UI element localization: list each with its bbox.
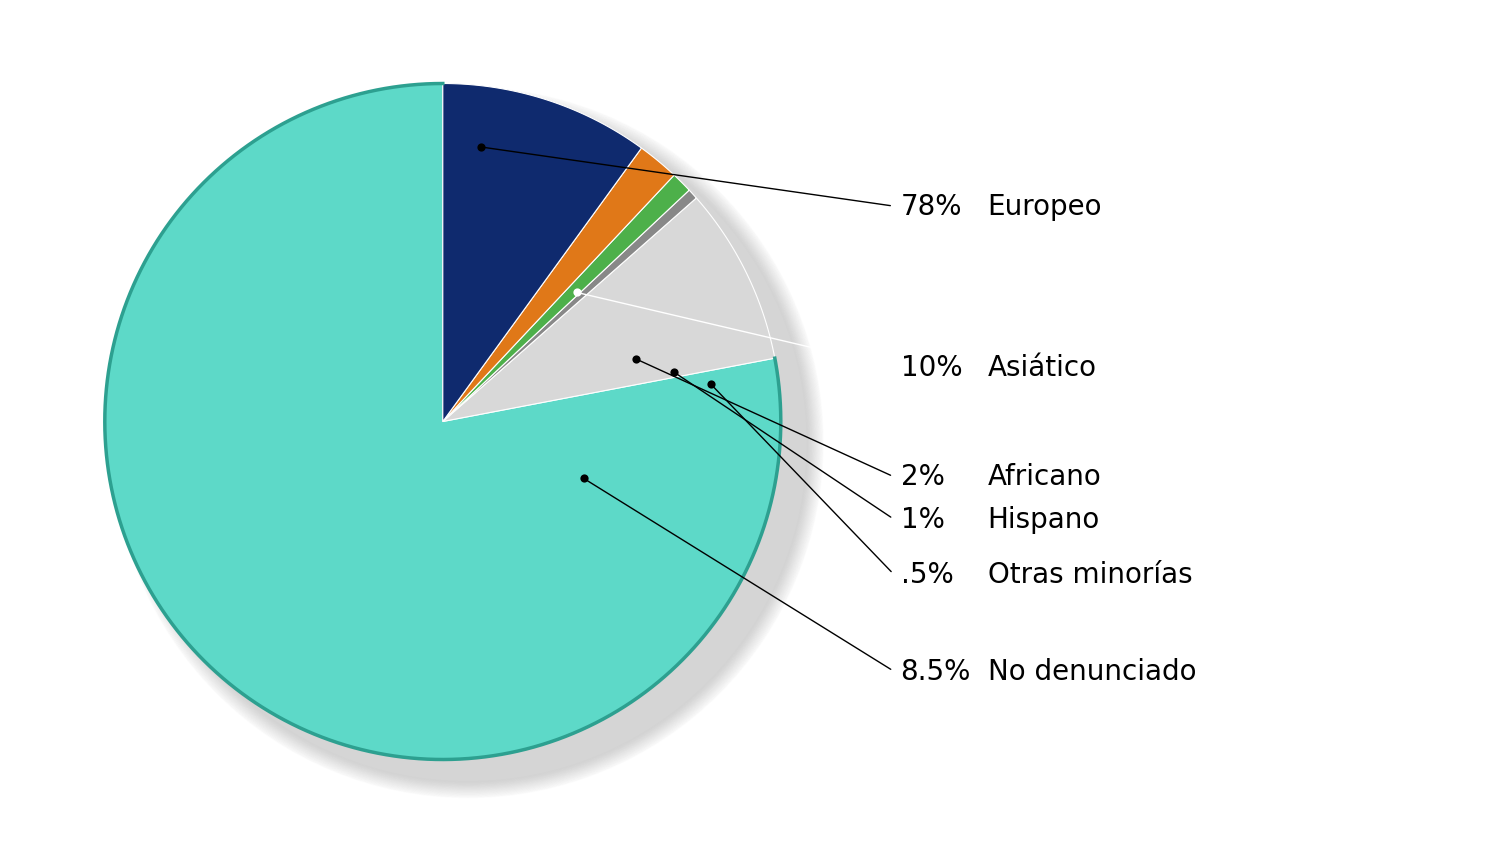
Polygon shape	[443, 198, 775, 422]
Text: 78%: 78%	[901, 192, 962, 221]
Polygon shape	[443, 176, 689, 422]
Text: 2%: 2%	[901, 463, 944, 491]
Text: .5%: .5%	[901, 560, 953, 588]
Text: Hispano: Hispano	[988, 505, 1100, 533]
Text: 10%: 10%	[901, 353, 962, 381]
Point	[470, 141, 494, 154]
Point	[662, 366, 686, 380]
Polygon shape	[443, 191, 696, 422]
Text: Asiático: Asiático	[988, 353, 1097, 381]
Text: No denunciado: No denunciado	[988, 657, 1196, 685]
Text: 1%: 1%	[901, 505, 944, 533]
Text: Europeo: Europeo	[988, 192, 1102, 221]
Point	[564, 286, 588, 300]
Polygon shape	[443, 149, 674, 422]
Polygon shape	[105, 84, 781, 760]
Point	[698, 377, 722, 391]
Point	[623, 353, 647, 366]
Point	[572, 472, 596, 485]
Polygon shape	[443, 84, 641, 422]
Text: Africano: Africano	[988, 463, 1102, 491]
Text: Otras minorías: Otras minorías	[988, 560, 1192, 588]
Text: 8.5%: 8.5%	[901, 657, 971, 685]
